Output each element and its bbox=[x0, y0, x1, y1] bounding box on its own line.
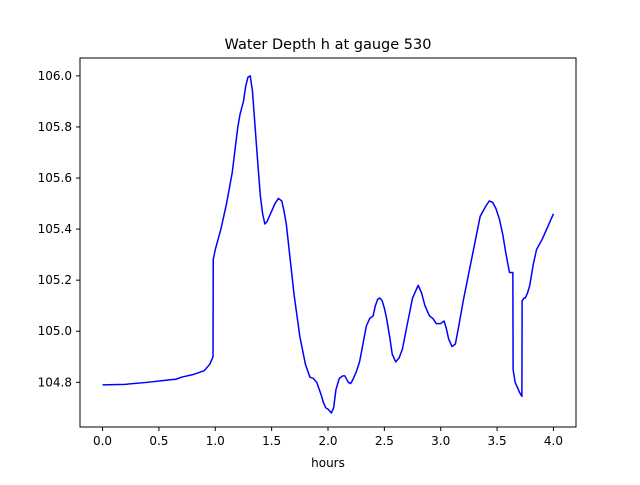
y-axis: 104.8 105.0 105.2 105.4 105.6 105.8 106.0 bbox=[38, 69, 80, 389]
x-tick-label: 0.0 bbox=[93, 434, 112, 448]
x-axis-label: hours bbox=[311, 456, 345, 470]
x-axis: 0.0 0.5 1.0 1.5 2.0 2.5 3.0 3.5 4.0 bbox=[93, 427, 563, 448]
x-tick-label: 4.0 bbox=[544, 434, 563, 448]
y-tick-label: 104.8 bbox=[38, 375, 72, 389]
x-tick-label: 0.5 bbox=[149, 434, 168, 448]
y-tick-label: 105.2 bbox=[38, 273, 72, 287]
x-tick-label: 3.0 bbox=[431, 434, 450, 448]
y-tick-label: 105.0 bbox=[38, 324, 72, 338]
y-tick-label: 105.4 bbox=[38, 222, 72, 236]
x-tick-label: 2.0 bbox=[318, 434, 337, 448]
series-line bbox=[102, 75, 555, 414]
y-tick-label: 105.8 bbox=[38, 120, 72, 134]
y-tick-label: 106.0 bbox=[38, 69, 72, 83]
x-tick-label: 1.0 bbox=[206, 434, 225, 448]
x-tick-label: 3.5 bbox=[488, 434, 507, 448]
chart-title: Water Depth h at gauge 530 bbox=[225, 37, 432, 53]
y-tick-label: 105.6 bbox=[38, 171, 72, 185]
x-tick-label: 2.5 bbox=[375, 434, 394, 448]
x-tick-label: 1.5 bbox=[262, 434, 281, 448]
